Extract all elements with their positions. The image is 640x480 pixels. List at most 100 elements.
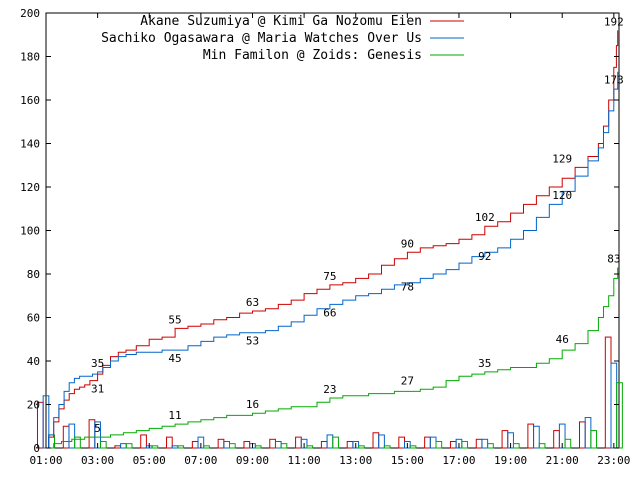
bar-s2-h2 bbox=[74, 436, 81, 449]
bar-s0-h2 bbox=[62, 425, 70, 449]
y-tick-label-9: 180 bbox=[20, 51, 40, 64]
bar-s2-h19 bbox=[512, 443, 520, 449]
x-tick-label-2: 05:00 bbox=[133, 454, 166, 467]
bar-s0-h5 bbox=[140, 434, 147, 449]
bar-s0-h8 bbox=[217, 438, 225, 449]
bar-s2-h15 bbox=[409, 445, 417, 449]
bar-s0-h4 bbox=[114, 445, 122, 449]
data-label-0: 35 bbox=[91, 357, 104, 370]
bar-s2-h8 bbox=[229, 443, 236, 449]
bar-s2-h6 bbox=[177, 445, 185, 449]
bar-s1-h2 bbox=[68, 423, 76, 449]
bar-s2-h12 bbox=[332, 436, 339, 449]
bar-s2-h21 bbox=[564, 438, 572, 449]
data-label-4: 90 bbox=[401, 237, 414, 250]
y-tick-label-10: 200 bbox=[20, 7, 40, 20]
x-tick-label-9: 19:00 bbox=[494, 454, 527, 467]
data-label-7: 192 bbox=[604, 15, 624, 28]
x-tick-label-4: 09:00 bbox=[236, 454, 269, 467]
legend: Akane Suzumiya @ Kimi Ga Nozomu Eien Sac… bbox=[101, 14, 464, 63]
data-label-15: 173 bbox=[604, 74, 624, 87]
bar-s2-h23 bbox=[616, 382, 623, 449]
data-label-6: 129 bbox=[552, 152, 572, 165]
y-tick-label-3: 60 bbox=[27, 312, 40, 325]
bar-s2-h3 bbox=[99, 440, 107, 449]
x-tick-label-1: 03:00 bbox=[81, 454, 114, 467]
series-line-0 bbox=[46, 30, 619, 449]
series-line-1 bbox=[46, 71, 619, 449]
bar-s1-h6 bbox=[171, 445, 179, 449]
bar-s0-h15 bbox=[398, 436, 406, 449]
data-label-12: 78 bbox=[401, 280, 414, 293]
x-tick-label-0: 01:00 bbox=[29, 454, 62, 467]
annotations: 35 55 63 75 90 102 129 192 31 45 53 66 78 92 120 173 5 11… bbox=[91, 15, 624, 435]
bar-s2-h10 bbox=[280, 443, 288, 449]
x-tick-label-6: 13:00 bbox=[339, 454, 372, 467]
bar-s0-h6 bbox=[166, 436, 173, 449]
bar-s2-h16 bbox=[435, 440, 443, 449]
bar-s0-h23 bbox=[604, 336, 612, 449]
y-tick-label-1: 20 bbox=[27, 399, 40, 412]
bar-s1-h23 bbox=[610, 362, 618, 449]
bar-s0-h14 bbox=[372, 432, 380, 449]
bar-s0-h20 bbox=[527, 423, 535, 449]
bar-s0-h21 bbox=[553, 430, 560, 449]
x-tick-label-10: 21:00 bbox=[546, 454, 579, 467]
data-label-1: 55 bbox=[168, 313, 181, 326]
bar-s0-h13 bbox=[346, 440, 354, 449]
bar-s0-h12 bbox=[320, 440, 328, 449]
data-label-17: 11 bbox=[168, 409, 181, 422]
bar-s1-h14 bbox=[378, 434, 385, 449]
bar-s1-h4 bbox=[120, 443, 127, 449]
y-axis: 0 20 40 60 80 100 120 140 160 180 200 bbox=[20, 7, 619, 455]
x-tick-label-7: 15:00 bbox=[391, 454, 424, 467]
bar-s0-h22 bbox=[579, 421, 586, 449]
data-label-20: 27 bbox=[401, 374, 414, 387]
data-label-5: 102 bbox=[475, 211, 495, 224]
data-label-9: 45 bbox=[168, 352, 181, 365]
bar-s0-h7 bbox=[191, 440, 199, 449]
data-label-16: 5 bbox=[94, 422, 101, 435]
bar-s1-h10 bbox=[274, 440, 282, 449]
data-label-2: 63 bbox=[246, 296, 259, 309]
y-tick-label-7: 140 bbox=[20, 138, 40, 151]
bar-s2-h9 bbox=[254, 445, 262, 449]
bar-s2-h22 bbox=[590, 430, 598, 449]
bar-s2-h18 bbox=[487, 443, 494, 449]
data-label-23: 83 bbox=[607, 252, 620, 265]
bar-s2-h17 bbox=[461, 440, 468, 449]
legend-label-0: Akane Suzumiya @ Kimi Ga Nozomu Eien bbox=[140, 14, 422, 29]
data-label-14: 120 bbox=[552, 189, 572, 202]
bar-s1-h12 bbox=[326, 434, 334, 449]
bar-s1-h16 bbox=[429, 436, 437, 449]
bar-s0-h17 bbox=[449, 440, 457, 449]
y-tick-label-0: 0 bbox=[33, 442, 40, 455]
y-tick-label-5: 100 bbox=[20, 225, 40, 238]
x-tick-label-5: 11:00 bbox=[288, 454, 321, 467]
bar-s0-h18 bbox=[475, 438, 483, 449]
bar-s1-h20 bbox=[533, 425, 540, 449]
bar-s2-h13 bbox=[358, 445, 365, 449]
bar-s1-h22 bbox=[584, 417, 592, 449]
bar-s0-h11 bbox=[295, 436, 302, 449]
series-line-2 bbox=[46, 267, 619, 449]
data-label-10: 53 bbox=[246, 335, 259, 348]
data-label-3: 75 bbox=[323, 270, 336, 283]
y-tick-label-6: 120 bbox=[20, 181, 40, 194]
bar-s2-h11 bbox=[306, 445, 314, 449]
data-label-13: 92 bbox=[478, 250, 491, 263]
data-label-19: 23 bbox=[323, 383, 336, 396]
y-tick-label-2: 40 bbox=[27, 355, 40, 368]
x-tick-label-11: 23:00 bbox=[597, 454, 630, 467]
x-tick-label-8: 17:00 bbox=[442, 454, 475, 467]
legend-label-1: Sachiko Ogasawara @ Maria Watches Over U… bbox=[101, 31, 422, 46]
bar-s2-h4 bbox=[125, 443, 133, 449]
bar-s2-h7 bbox=[203, 445, 210, 449]
data-label-11: 66 bbox=[323, 306, 336, 319]
bar-s0-h19 bbox=[501, 430, 509, 449]
bar-s0-h10 bbox=[269, 438, 276, 449]
bar-s2-h5 bbox=[151, 445, 159, 449]
series-lines bbox=[46, 30, 619, 449]
x-tick-label-3: 07:00 bbox=[184, 454, 217, 467]
